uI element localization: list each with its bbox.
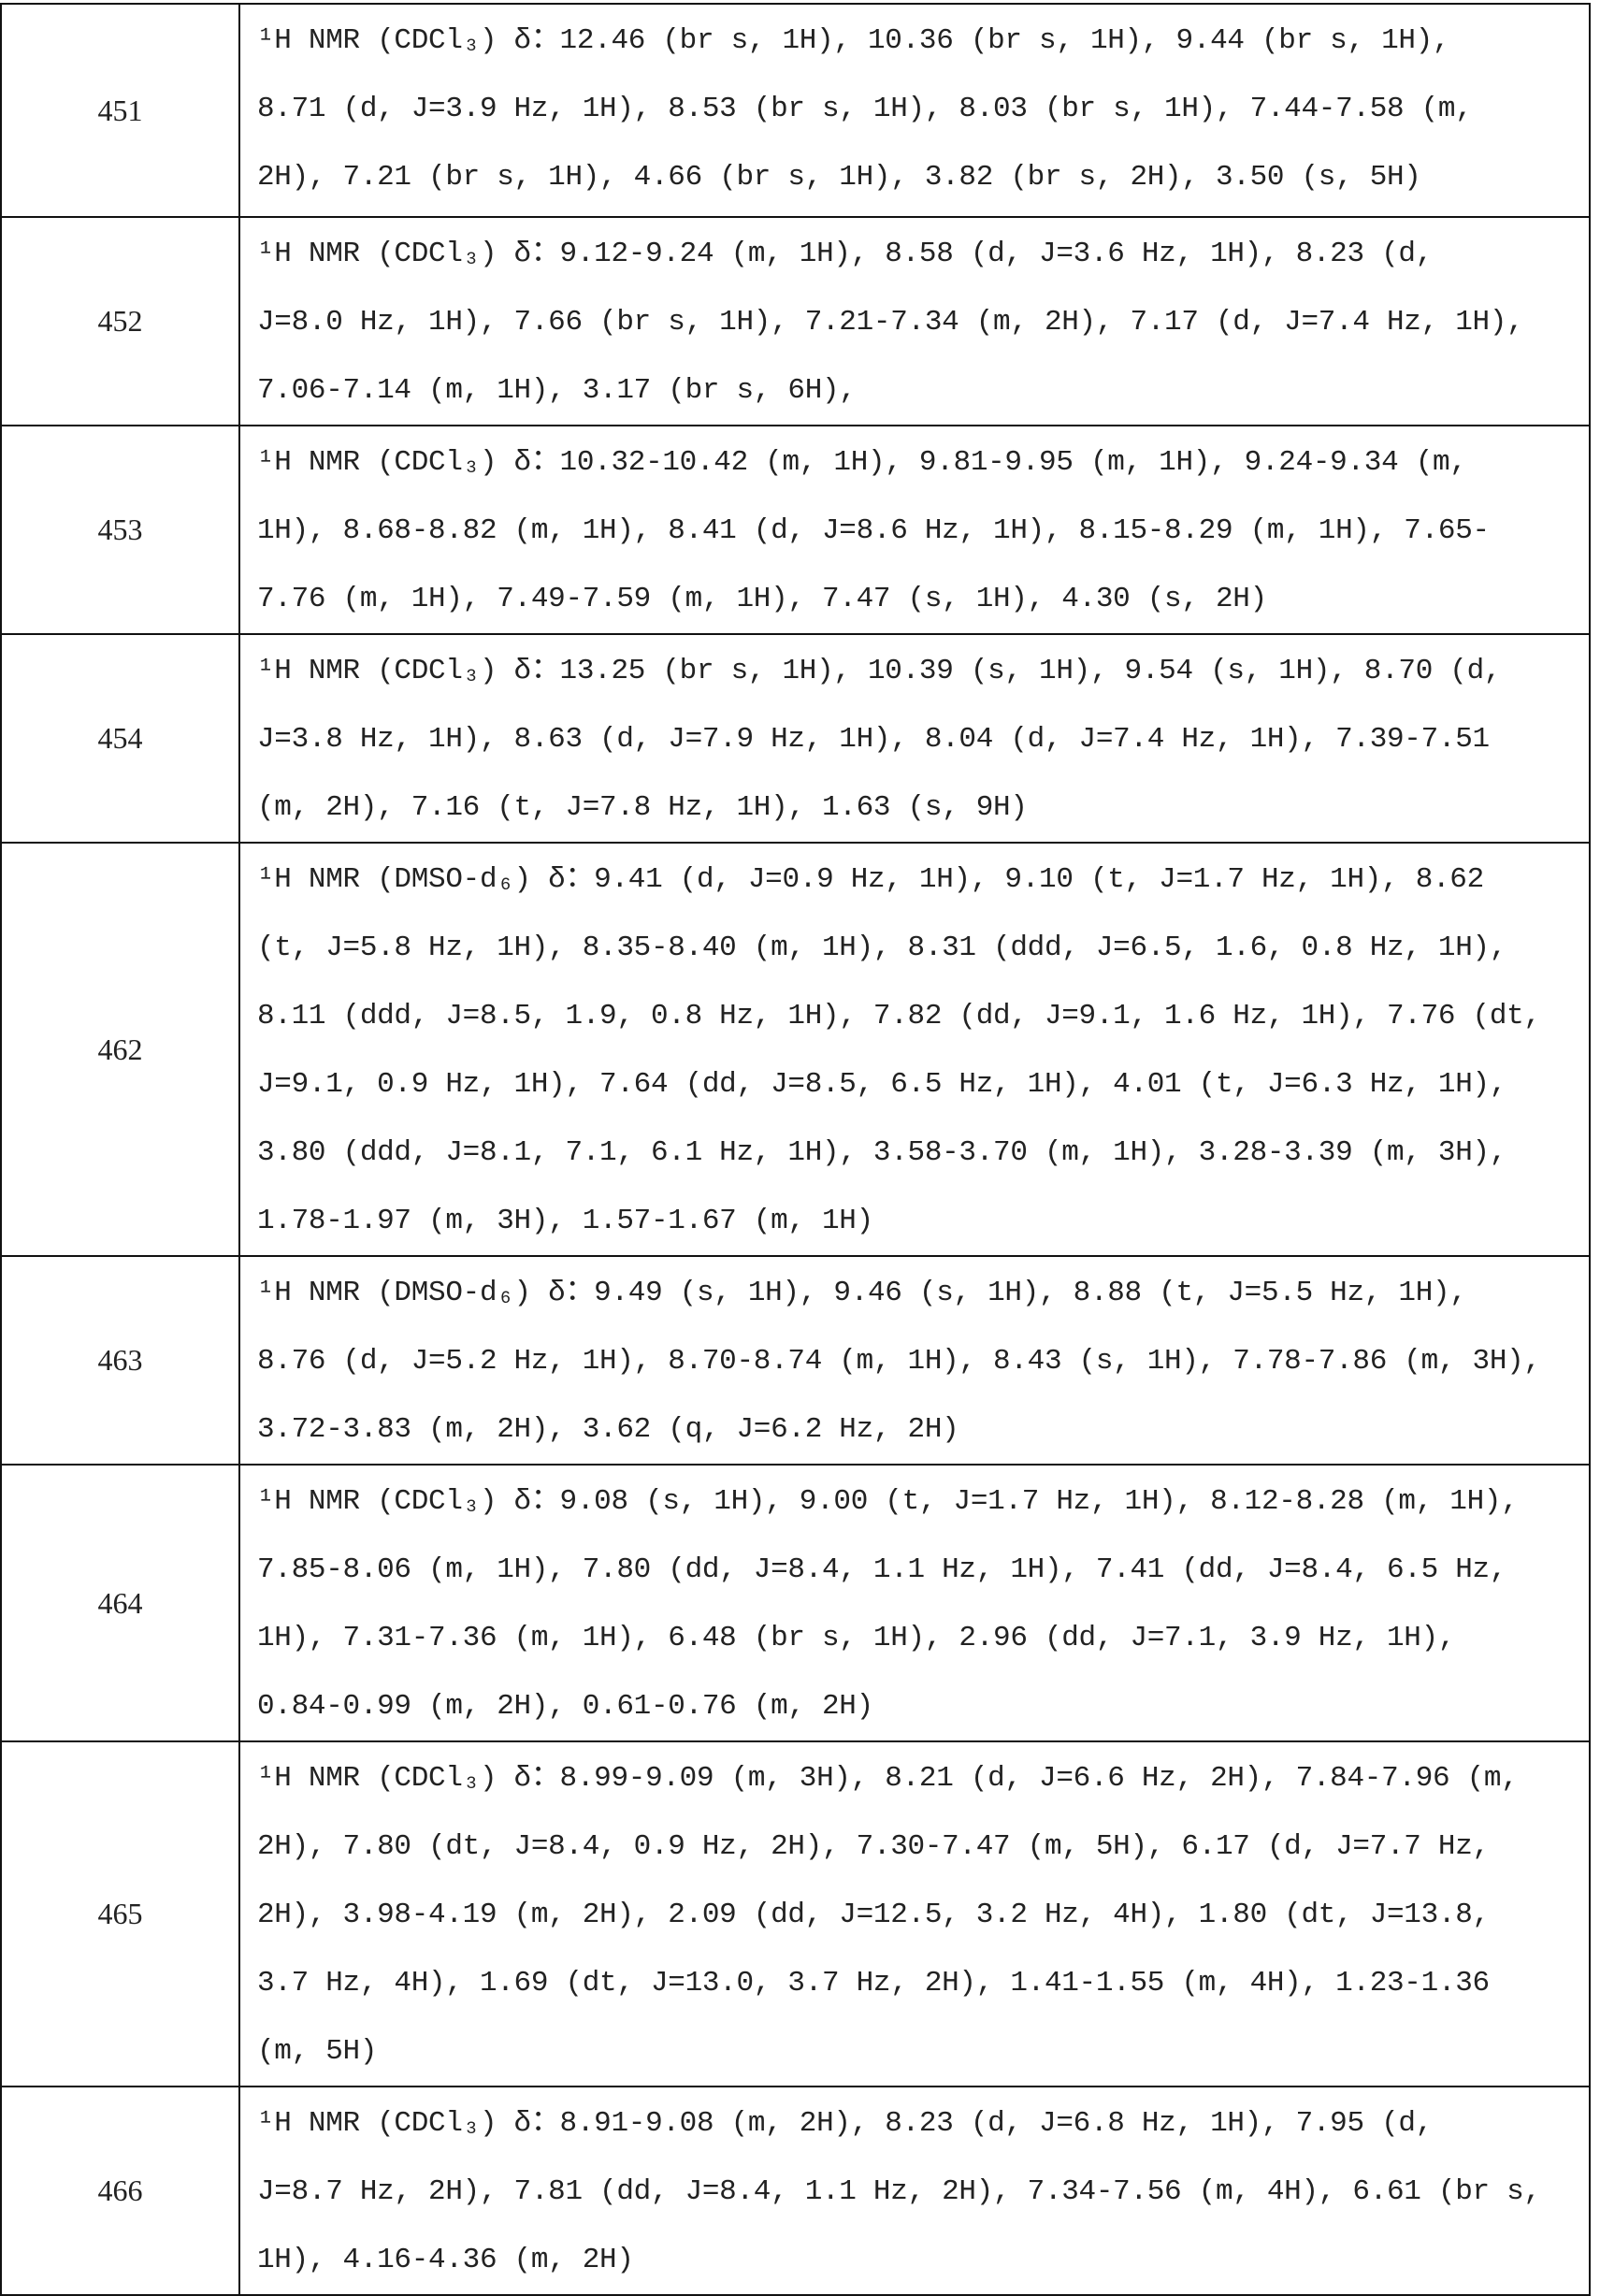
nmr-text-line: 1H), 4.16-4.36 (m, 2H) <box>257 2226 1579 2294</box>
nmr-text-line: 3.80 (ddd, J=8.1, 7.1, 6.1 Hz, 1H), 3.58… <box>257 1119 1579 1187</box>
nmr-data-cell: ¹H NMR (CDCl₃) δ：8.91-9.08 (m, 2H), 8.23… <box>239 2087 1590 2295</box>
table-row: 463 ¹H NMR (DMSO-d₆) δ：9.49 (s, 1H), 9.46… <box>1 1256 1590 1465</box>
nmr-text-line: ¹H NMR (CDCl₃) δ：13.25 (br s, 1H), 10.39… <box>257 637 1579 705</box>
nmr-text-line: 2H), 3.98-4.19 (m, 2H), 2.09 (dd, J=12.5… <box>257 1881 1579 1949</box>
nmr-text-line: J=8.0 Hz, 1H), 7.66 (br s, 1H), 7.21-7.3… <box>257 288 1579 356</box>
table-row: 465 ¹H NMR (CDCl₃) δ：8.99-9.09 (m, 3H), 8… <box>1 1741 1590 2087</box>
compound-number: 463 <box>1 1256 239 1465</box>
table-row: 466 ¹H NMR (CDCl₃) δ：8.91-9.08 (m, 2H), 8… <box>1 2087 1590 2295</box>
nmr-text-line: ¹H NMR (CDCl₃) δ：9.08 (s, 1H), 9.00 (t, … <box>257 1467 1579 1536</box>
nmr-text-line: 7.85-8.06 (m, 1H), 7.80 (dd, J=8.4, 1.1 … <box>257 1536 1579 1604</box>
nmr-text-line: J=3.8 Hz, 1H), 8.63 (d, J=7.9 Hz, 1H), 8… <box>257 705 1579 773</box>
nmr-text-line: 8.76 (d, J=5.2 Hz, 1H), 8.70-8.74 (m, 1H… <box>257 1327 1579 1395</box>
nmr-text-line: ¹H NMR (CDCl₃) δ：8.91-9.08 (m, 2H), 8.23… <box>257 2089 1579 2158</box>
nmr-data-cell: ¹H NMR (DMSO-d₆) δ：9.49 (s, 1H), 9.46 (s… <box>239 1256 1590 1465</box>
compound-number: 462 <box>1 843 239 1256</box>
nmr-text-line: 3.7 Hz, 4H), 1.69 (dt, J=13.0, 3.7 Hz, 2… <box>257 1949 1579 2017</box>
nmr-data-cell: ¹H NMR (CDCl₃) δ：9.12-9.24 (m, 1H), 8.58… <box>239 217 1590 426</box>
nmr-text-line: 7.06-7.14 (m, 1H), 3.17 (br s, 6H), <box>257 356 1579 425</box>
nmr-text-line: (m, 5H) <box>257 2017 1579 2086</box>
nmr-text-line: (t, J=5.8 Hz, 1H), 8.35-8.40 (m, 1H), 8.… <box>257 914 1579 982</box>
nmr-data-cell: ¹H NMR (CDCl₃) δ：10.32-10.42 (m, 1H), 9.… <box>239 426 1590 634</box>
nmr-data-cell: ¹H NMR (CDCl₃) δ：8.99-9.09 (m, 3H), 8.21… <box>239 1741 1590 2087</box>
nmr-data-cell: ¹H NMR (DMSO-d₆) δ：9.41 (d, J=0.9 Hz, 1H… <box>239 843 1590 1256</box>
nmr-text-line: (m, 2H), 7.16 (t, J=7.8 Hz, 1H), 1.63 (s… <box>257 773 1579 842</box>
nmr-text-line: 7.76 (m, 1H), 7.49-7.59 (m, 1H), 7.47 (s… <box>257 565 1579 633</box>
nmr-text-line: 2H), 7.80 (dt, J=8.4, 0.9 Hz, 2H), 7.30-… <box>257 1812 1579 1881</box>
nmr-text-line: 8.71 (d, J=3.9 Hz, 1H), 8.53 (br s, 1H),… <box>257 75 1579 143</box>
nmr-data-cell: ¹H NMR (CDCl₃) δ：12.46 (br s, 1H), 10.36… <box>239 4 1590 217</box>
nmr-text-line: ¹H NMR (DMSO-d₆) δ：9.41 (d, J=0.9 Hz, 1H… <box>257 845 1579 914</box>
table-body: 451 ¹H NMR (CDCl₃) δ：12.46 (br s, 1H), 10… <box>1 4 1590 2295</box>
nmr-data-cell: ¹H NMR (CDCl₃) δ：9.08 (s, 1H), 9.00 (t, … <box>239 1465 1590 1741</box>
nmr-text-line: 2H), 7.21 (br s, 1H), 4.66 (br s, 1H), 3… <box>257 143 1579 211</box>
nmr-text-line: J=8.7 Hz, 2H), 7.81 (dd, J=8.4, 1.1 Hz, … <box>257 2158 1579 2226</box>
table-row: 454 ¹H NMR (CDCl₃) δ：13.25 (br s, 1H), 10… <box>1 634 1590 843</box>
nmr-text-line: ¹H NMR (CDCl₃) δ：8.99-9.09 (m, 3H), 8.21… <box>257 1744 1579 1812</box>
nmr-text-line: 8.11 (ddd, J=8.5, 1.9, 0.8 Hz, 1H), 7.82… <box>257 982 1579 1050</box>
compound-number: 466 <box>1 2087 239 2295</box>
compound-number: 465 <box>1 1741 239 2087</box>
nmr-text-line: 0.84-0.99 (m, 2H), 0.61-0.76 (m, 2H) <box>257 1672 1579 1740</box>
nmr-text-line: ¹H NMR (CDCl₃) δ：12.46 (br s, 1H), 10.36… <box>257 7 1579 75</box>
compound-number: 451 <box>1 4 239 217</box>
nmr-text-line: ¹H NMR (CDCl₃) δ：10.32-10.42 (m, 1H), 9.… <box>257 428 1579 497</box>
compound-number: 453 <box>1 426 239 634</box>
nmr-data-cell: ¹H NMR (CDCl₃) δ：13.25 (br s, 1H), 10.39… <box>239 634 1590 843</box>
nmr-text-line: J=9.1, 0.9 Hz, 1H), 7.64 (dd, J=8.5, 6.5… <box>257 1050 1579 1119</box>
table-row: 452 ¹H NMR (CDCl₃) δ：9.12-9.24 (m, 1H), 8… <box>1 217 1590 426</box>
nmr-text-line: ¹H NMR (CDCl₃) δ：9.12-9.24 (m, 1H), 8.58… <box>257 220 1579 288</box>
nmr-text-line: 1H), 7.31-7.36 (m, 1H), 6.48 (br s, 1H),… <box>257 1604 1579 1672</box>
nmr-text-line: 3.72-3.83 (m, 2H), 3.62 (q, J=6.2 Hz, 2H… <box>257 1395 1579 1464</box>
compound-number: 452 <box>1 217 239 426</box>
nmr-text-line: 1H), 8.68-8.82 (m, 1H), 8.41 (d, J=8.6 H… <box>257 497 1579 565</box>
nmr-data-table: 451 ¹H NMR (CDCl₃) δ：12.46 (br s, 1H), 10… <box>0 3 1591 2296</box>
table-row: 462 ¹H NMR (DMSO-d₆) δ：9.41 (d, J=0.9 Hz,… <box>1 843 1590 1256</box>
table-row: 451 ¹H NMR (CDCl₃) δ：12.46 (br s, 1H), 10… <box>1 4 1590 217</box>
nmr-text-line: ¹H NMR (DMSO-d₆) δ：9.49 (s, 1H), 9.46 (s… <box>257 1259 1579 1327</box>
nmr-text-line: 1.78-1.97 (m, 3H), 1.57-1.67 (m, 1H) <box>257 1187 1579 1255</box>
table-row: 464 ¹H NMR (CDCl₃) δ：9.08 (s, 1H), 9.00 (… <box>1 1465 1590 1741</box>
table-row: 453 ¹H NMR (CDCl₃) δ：10.32-10.42 (m, 1H),… <box>1 426 1590 634</box>
compound-number: 454 <box>1 634 239 843</box>
compound-number: 464 <box>1 1465 239 1741</box>
